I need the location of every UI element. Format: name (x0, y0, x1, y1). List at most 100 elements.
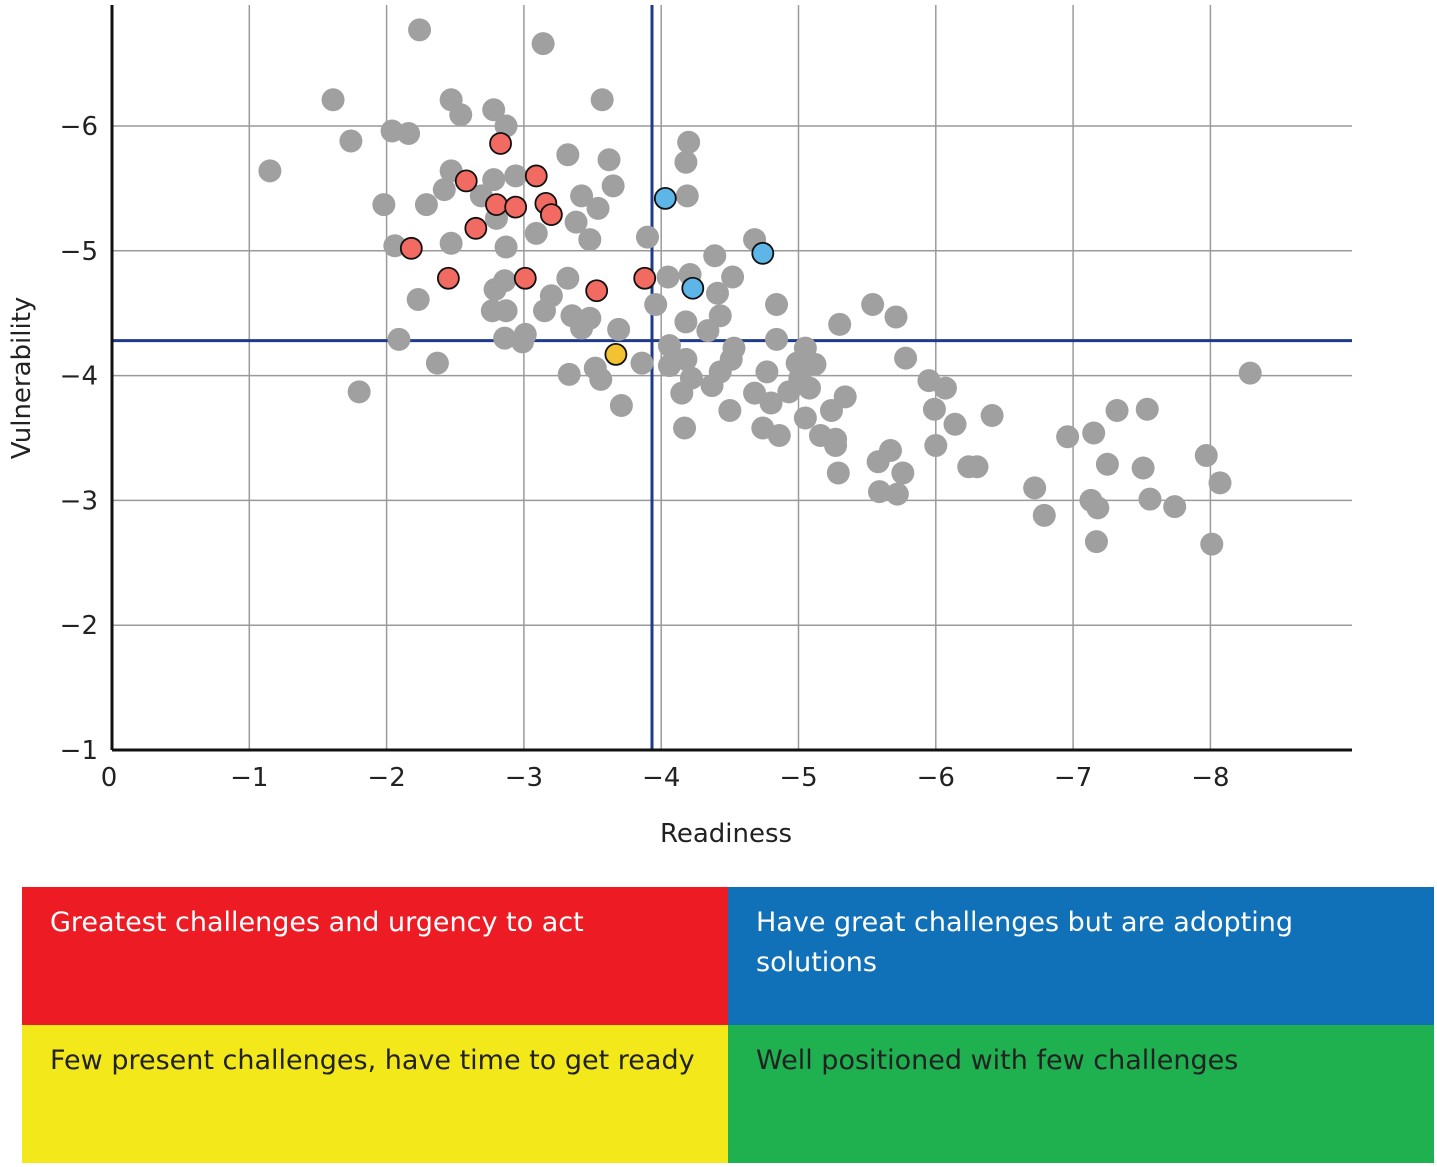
gray-data-point (1200, 532, 1224, 556)
y-tick-label: −4 (60, 362, 98, 392)
gray-data-point (894, 346, 918, 370)
red-data-point (464, 216, 488, 240)
legend-red-label: Greatest challenges and urgency to act (50, 907, 584, 938)
gray-data-point (258, 159, 282, 183)
gray-data-point (564, 210, 588, 234)
red-data-point (485, 193, 508, 217)
legend-blue: Have great challenges but are adopting s… (728, 887, 1434, 1025)
gray-data-point (765, 292, 789, 316)
gray-data-point (1163, 495, 1187, 519)
x-tick-label: −8 (1191, 763, 1229, 793)
gray-data-point (868, 480, 892, 504)
x-tick-label: −5 (779, 763, 817, 793)
gray-data-point (1032, 503, 1056, 527)
gray-data-point (1082, 421, 1106, 445)
gray-data-point (1023, 476, 1047, 500)
gray-data-point (1238, 361, 1262, 385)
gray-data-point (703, 244, 727, 268)
gray-data-point (793, 406, 817, 430)
yellow-data-point (604, 342, 628, 366)
gray-data-point (597, 148, 621, 172)
gray-data-point (347, 380, 371, 404)
gray-data-point (677, 130, 701, 154)
x-tick-label: −4 (642, 763, 680, 793)
gray-data-point (570, 184, 594, 208)
gray-data-point (819, 399, 843, 423)
legend-red: Greatest challenges and urgency to act (22, 887, 728, 1025)
x-tick-label: −2 (367, 763, 405, 793)
gray-data-point (321, 88, 345, 112)
gray-data-point (1095, 452, 1119, 476)
gray-data-point (705, 281, 729, 305)
red-data-point (436, 266, 460, 290)
x-tick-label: −6 (917, 763, 955, 793)
gray-data-point (777, 380, 801, 404)
legend-green-label: Well positioned with few challenges (756, 1045, 1239, 1076)
y-axis-label: Vulnerability (7, 297, 37, 460)
gray-data-point (556, 143, 580, 167)
gray-data-point (494, 114, 518, 138)
gray-data-point (673, 416, 697, 440)
red-data-point (524, 164, 548, 188)
gray-data-point (414, 193, 438, 217)
gray-data-point (482, 98, 506, 122)
red-data-point (539, 203, 563, 227)
x-tick-label: −7 (1054, 763, 1092, 793)
gray-data-point (589, 367, 613, 391)
gray-data-point (696, 319, 720, 343)
gray-data-point (449, 103, 473, 127)
axes (110, 5, 1352, 752)
gray-data-point (797, 376, 821, 400)
gray-data-point (861, 292, 885, 316)
gray-data-point (557, 362, 581, 386)
gray-data-point (387, 327, 411, 351)
blue-data-point (681, 276, 705, 300)
gray-data-point (656, 265, 680, 289)
gray-data-point (943, 412, 967, 436)
gray-data-point (657, 334, 681, 358)
legend-green: Well positioned with few challenges (728, 1025, 1434, 1163)
gray-data-point (828, 312, 852, 336)
gray-data-point (1131, 456, 1155, 480)
blue-data-point (751, 241, 775, 265)
gray-data-point (980, 404, 1004, 428)
gray-data-point (1086, 496, 1110, 520)
y-tick-label: −2 (60, 611, 98, 641)
blue-data-point (653, 186, 677, 210)
gray-data-point (884, 305, 908, 329)
gray-data-point (494, 235, 518, 259)
gray-data-point (493, 326, 517, 350)
gray-data-point (755, 360, 779, 384)
gray-data-point (630, 351, 654, 375)
tick-labels: 0 −1 −2 −3 −4 −5 −6 −7 −8−1−2−3−4−5−6 (60, 112, 1230, 793)
gray-data-point (432, 178, 456, 202)
gray-data-point (700, 374, 724, 398)
quadrant-lines (112, 5, 1352, 750)
y-tick-label: −3 (60, 486, 98, 516)
gray-data-point (644, 292, 668, 316)
gray-data-point (339, 129, 363, 153)
gray-data-point (556, 266, 580, 290)
red-data-point (399, 236, 423, 260)
gray-data-point (482, 168, 506, 192)
legend-blue-label: Have great challenges but are adopting s… (756, 907, 1293, 978)
gray-data-point (1194, 443, 1218, 467)
gray-data-point (397, 121, 421, 145)
gray-data-point (674, 310, 698, 334)
gray-data-point (1105, 399, 1129, 423)
gray-data-point (586, 196, 610, 220)
gray-data-point (885, 482, 909, 506)
gray-data-point (866, 450, 890, 474)
gray-data-point (524, 221, 548, 245)
gray-data-point (570, 316, 594, 340)
red-data-point (513, 266, 537, 290)
gray-data-point (675, 184, 699, 208)
gray-data-point (657, 354, 681, 378)
y-tick-label: −6 (60, 112, 98, 142)
x-axis-label: Readiness (660, 819, 792, 849)
gray-data-point (924, 433, 948, 457)
gray-data-point (765, 327, 789, 351)
gray-data-point (922, 397, 946, 421)
gray-data-point (743, 381, 767, 405)
gray-data-point (504, 164, 528, 188)
